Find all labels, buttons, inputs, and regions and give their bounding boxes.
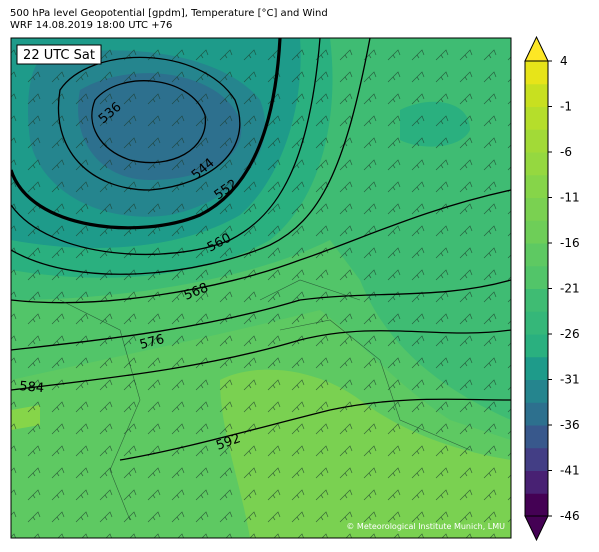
colorbar-tick-label: -21 bbox=[560, 282, 580, 296]
colorbar-band bbox=[525, 334, 548, 358]
colorbar-band bbox=[525, 288, 548, 312]
colorbar-band bbox=[525, 174, 548, 198]
colorbar-band bbox=[525, 197, 548, 221]
colorbar-tick-label: -1 bbox=[560, 100, 572, 114]
colorbar-tick-label: -46 bbox=[560, 509, 580, 523]
borders bbox=[59, 279, 471, 521]
time-label: 22 UTC Sat bbox=[23, 48, 95, 63]
colorbar-band bbox=[525, 356, 548, 380]
map-area bbox=[11, 38, 511, 538]
contour bbox=[11, 329, 511, 391]
colorbar-over bbox=[524, 35, 549, 62]
colorbar-band bbox=[525, 425, 548, 449]
colorbar-band bbox=[525, 61, 548, 85]
colorbar-band bbox=[525, 243, 548, 267]
colorbar-band bbox=[525, 402, 548, 426]
colorbar-band bbox=[525, 447, 548, 471]
map-frame bbox=[10, 37, 512, 539]
contour bbox=[11, 38, 321, 256]
colorbar-band bbox=[525, 152, 548, 176]
contour-label: 584 bbox=[19, 379, 45, 396]
colorbar-tick-label: -11 bbox=[560, 191, 580, 205]
colorbar-tick-label: -36 bbox=[560, 418, 580, 432]
contour bbox=[57, 56, 241, 191]
colorbar-band bbox=[525, 83, 548, 107]
time-box bbox=[16, 44, 102, 65]
contour bbox=[91, 80, 206, 164]
colorbar-band bbox=[525, 220, 548, 244]
credit: © Meteorological Institute Munich, LMU bbox=[346, 522, 505, 531]
colorbar-band bbox=[525, 493, 548, 517]
colorbar-under bbox=[524, 515, 549, 542]
colorbar-tick-label: -31 bbox=[560, 373, 580, 387]
contour bbox=[11, 279, 511, 351]
contour bbox=[119, 398, 511, 461]
colorbar-tick-label: -26 bbox=[560, 327, 580, 341]
colorbar: 4 -1 -6 -11 -16 -21 -26 -31 -36 -41 -46 bbox=[524, 35, 580, 542]
colorbar-tick-label: -16 bbox=[560, 236, 580, 250]
subtitle: WRF 14.08.2019 18:00 UTC +76 bbox=[10, 20, 173, 31]
colorbar-band bbox=[525, 265, 548, 289]
colorbar-band bbox=[525, 129, 548, 153]
colorbar-band bbox=[525, 106, 548, 130]
contour bbox=[11, 38, 282, 230]
contour bbox=[11, 189, 511, 304]
title: 500 hPa level Geopotential [gpdm], Tempe… bbox=[10, 8, 328, 19]
colorbar-band bbox=[525, 470, 548, 494]
colorbar-band bbox=[525, 311, 548, 335]
colorbar-tick-label: 4 bbox=[560, 54, 568, 68]
colorbar-tick-label: -6 bbox=[560, 145, 572, 159]
colorbar-band bbox=[525, 379, 548, 403]
contour bbox=[11, 38, 371, 275]
wind-barbs bbox=[11, 38, 511, 538]
colorbar-tick-label: -41 bbox=[560, 464, 580, 478]
contour-label: 576 bbox=[138, 332, 166, 353]
